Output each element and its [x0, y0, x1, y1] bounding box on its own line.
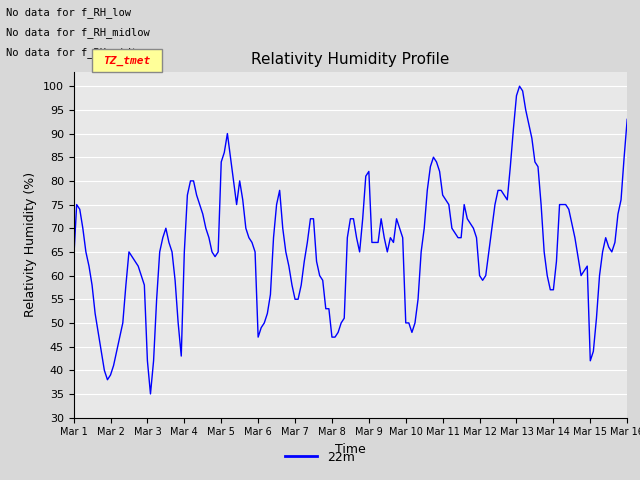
Text: TZ_tmet: TZ_tmet [103, 55, 150, 66]
Text: No data for f_RH_midlow: No data for f_RH_midlow [6, 27, 150, 38]
Text: No data for f_RH_midtop: No data for f_RH_midtop [6, 48, 150, 59]
Text: No data for f_RH_low: No data for f_RH_low [6, 7, 131, 18]
Y-axis label: Relativity Humidity (%): Relativity Humidity (%) [24, 172, 37, 317]
Title: Relativity Humidity Profile: Relativity Humidity Profile [252, 52, 449, 67]
Legend: 22m: 22m [280, 446, 360, 469]
X-axis label: Time: Time [335, 443, 366, 456]
